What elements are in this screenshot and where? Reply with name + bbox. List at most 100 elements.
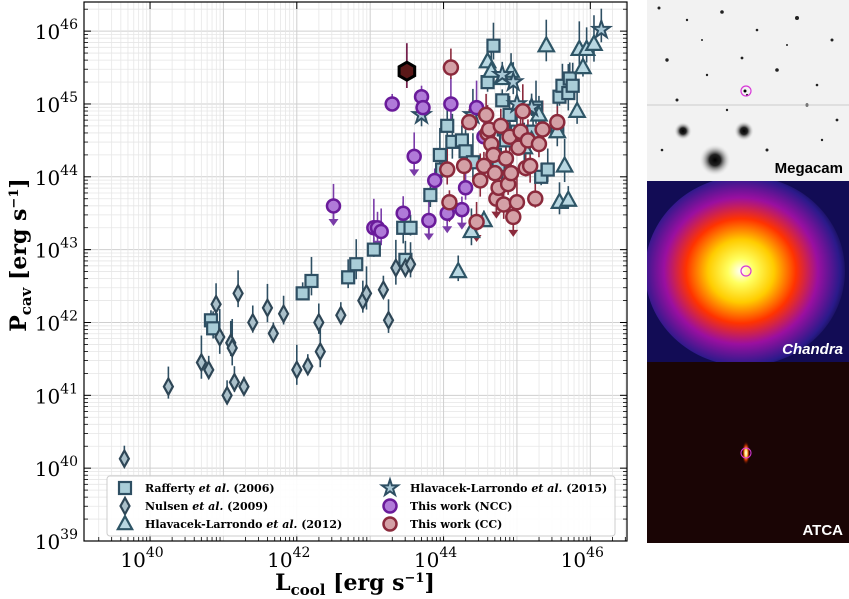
legend-marker bbox=[378, 476, 402, 498]
data-point bbox=[558, 189, 578, 207]
legend-marker bbox=[115, 513, 135, 531]
data-point bbox=[366, 242, 381, 257]
data-point bbox=[404, 253, 417, 275]
data-point bbox=[555, 155, 575, 173]
legend-label: This work (CC) bbox=[410, 518, 502, 531]
axes: 1039 1040 1041 1042 1043 1044 1045 1046 1040 1042… bbox=[35, 1, 628, 572]
data-point bbox=[497, 150, 515, 167]
data-point bbox=[314, 341, 327, 362]
upper-limit-arrow bbox=[442, 226, 453, 234]
data-point bbox=[360, 282, 373, 304]
data-point bbox=[221, 384, 233, 406]
y-tick-label: 1040 bbox=[35, 454, 78, 481]
data-point bbox=[441, 194, 458, 211]
data-point bbox=[213, 326, 226, 348]
data-point bbox=[521, 157, 539, 175]
data-point bbox=[267, 323, 280, 344]
data-point bbox=[454, 201, 470, 218]
data-point bbox=[527, 190, 544, 207]
data-point bbox=[508, 194, 526, 211]
legend-label: Nulsen et al. (2009) bbox=[145, 500, 268, 513]
data-point bbox=[432, 147, 447, 163]
data-point bbox=[304, 273, 319, 289]
chandra-image bbox=[647, 181, 849, 362]
data-point bbox=[384, 96, 400, 112]
data-point bbox=[232, 282, 244, 304]
data-point bbox=[549, 113, 566, 131]
upper-limit-arrow bbox=[456, 222, 467, 230]
data-point bbox=[573, 56, 593, 75]
y-tick-label: 1045 bbox=[35, 90, 78, 117]
data-point bbox=[480, 75, 495, 90]
data-point bbox=[536, 35, 556, 53]
data-point bbox=[341, 270, 356, 285]
data-point bbox=[584, 33, 604, 51]
data-point bbox=[415, 99, 431, 116]
data-point bbox=[486, 38, 501, 53]
data-point bbox=[495, 196, 512, 213]
data-point bbox=[397, 60, 417, 82]
grid bbox=[84, 2, 627, 542]
x-axis-label: Lcool [erg s−1] bbox=[275, 570, 435, 599]
data-point bbox=[475, 157, 493, 175]
data-marks bbox=[118, 17, 614, 470]
data-point bbox=[228, 371, 241, 393]
data-point bbox=[195, 352, 208, 373]
legend-marker bbox=[117, 480, 133, 496]
data-point bbox=[438, 161, 456, 178]
svg-text:Pcav [erg s−1]: Pcav [erg s−1] bbox=[6, 178, 35, 332]
data-point bbox=[442, 59, 460, 76]
data-point bbox=[440, 118, 455, 133]
data-point bbox=[567, 100, 587, 118]
data-point bbox=[471, 172, 489, 189]
legend-label: Rafferty et al. (2006) bbox=[145, 482, 275, 495]
data-point bbox=[443, 96, 459, 112]
chandra-panel: Chandra bbox=[647, 181, 849, 362]
data-point bbox=[291, 359, 303, 381]
megacam-label: Megacam bbox=[774, 160, 843, 177]
data-point bbox=[421, 212, 437, 229]
data-point bbox=[468, 213, 485, 231]
data-point bbox=[530, 135, 548, 153]
upper-limit-arrow bbox=[328, 218, 339, 226]
atca-image bbox=[647, 362, 849, 543]
data-point bbox=[457, 179, 474, 196]
upper-limit-arrow bbox=[491, 211, 502, 219]
data-point bbox=[382, 309, 395, 331]
data-point bbox=[458, 144, 473, 159]
data-point bbox=[295, 286, 310, 301]
megacam-panel: Megacam bbox=[647, 0, 849, 181]
legend-marker bbox=[382, 498, 398, 514]
data-point bbox=[325, 198, 342, 214]
data-point bbox=[238, 376, 250, 397]
data-point bbox=[313, 312, 325, 333]
data-point bbox=[477, 106, 495, 124]
megacam-image bbox=[647, 0, 849, 181]
x-tick-label: 1040 bbox=[120, 545, 163, 572]
data-point bbox=[395, 205, 411, 221]
data-point bbox=[534, 121, 551, 138]
data-point bbox=[505, 208, 522, 226]
y-tick-label: 1043 bbox=[35, 236, 78, 263]
x-tick-label: 1046 bbox=[561, 545, 604, 572]
data-point bbox=[226, 337, 238, 359]
data-point bbox=[589, 17, 614, 40]
data-point bbox=[162, 376, 175, 397]
data-point bbox=[514, 103, 532, 120]
legend-label: Hlavacek-Larrondo et al. (2015) bbox=[410, 482, 607, 495]
data-point bbox=[502, 164, 520, 182]
data-point bbox=[261, 297, 274, 319]
data-point bbox=[302, 355, 314, 377]
x-tick-label: 1042 bbox=[267, 545, 310, 572]
data-point bbox=[492, 117, 510, 135]
data-point bbox=[565, 78, 580, 93]
chandra-label: Chandra bbox=[782, 341, 843, 358]
legend-label: This work (NCC) bbox=[410, 500, 512, 513]
data-point bbox=[455, 157, 473, 175]
y-tick-label: 1044 bbox=[35, 163, 78, 190]
data-point bbox=[202, 359, 215, 381]
data-point bbox=[335, 304, 347, 326]
data-point bbox=[349, 257, 364, 272]
x-tick-label: 1044 bbox=[414, 545, 457, 572]
